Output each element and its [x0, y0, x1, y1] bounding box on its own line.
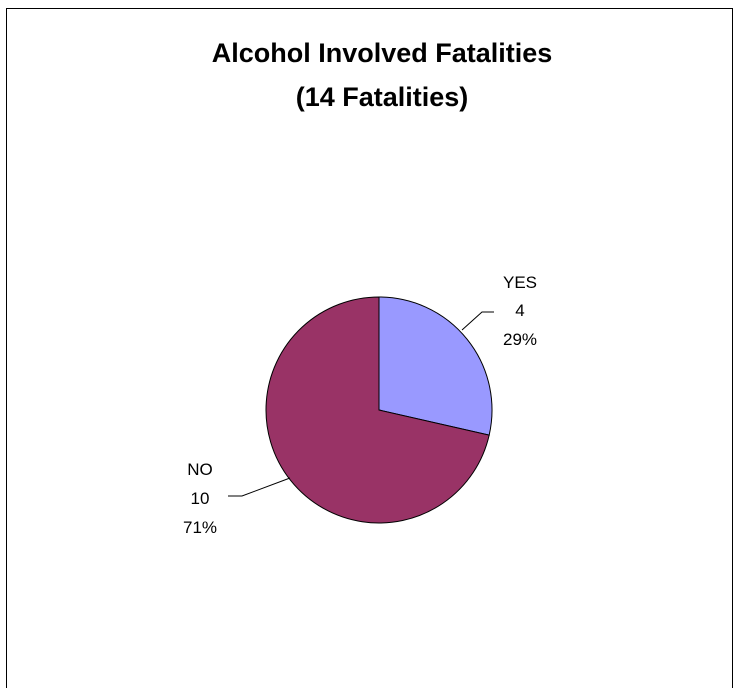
slice-label-no: NO 10 71%: [183, 460, 217, 537]
leader-lines: [228, 311, 494, 497]
pie-slice-no: [265, 296, 490, 524]
slice-label-yes-value: 4: [515, 301, 524, 320]
pie-slices: [265, 296, 493, 524]
pie-slice-yes: [378, 296, 493, 436]
leader-line-no: [228, 477, 291, 497]
slice-label-yes-percent: 29%: [503, 330, 537, 349]
slice-label-no-category: NO: [187, 460, 213, 479]
slice-label-yes: YES 4 29%: [503, 273, 537, 349]
slice-label-no-percent: 71%: [183, 518, 217, 537]
slice-label-yes-category: YES: [503, 273, 537, 292]
chart-title-line-1: Alcohol Involved Fatalities: [212, 38, 553, 68]
leader-line-yes: [461, 311, 494, 331]
slice-label-no-value: 10: [191, 489, 210, 508]
chart-title-line-2: (14 Fatalities): [296, 82, 469, 112]
